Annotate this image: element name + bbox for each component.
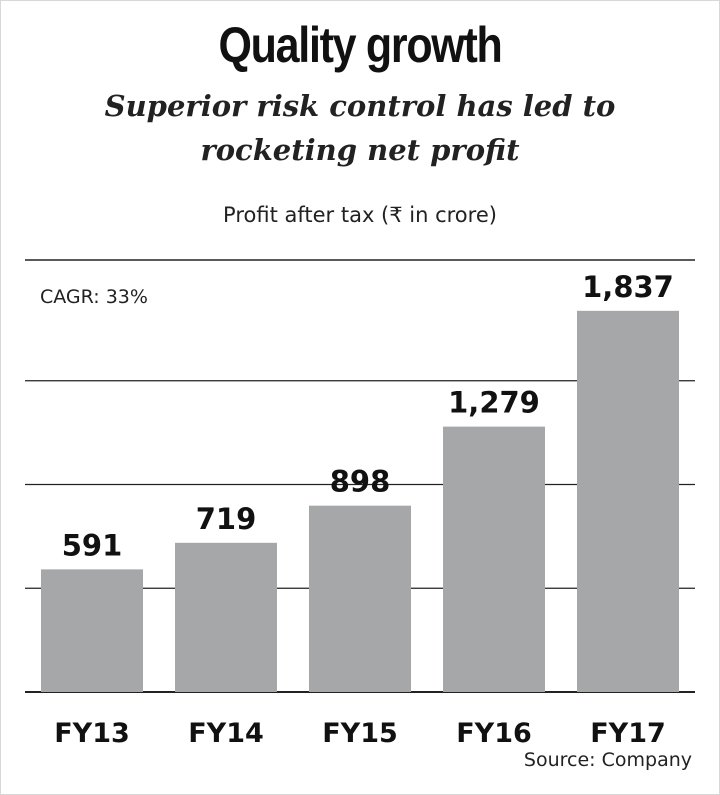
value-label-fy16: 1,279 (448, 386, 540, 420)
value-label-fy13: 591 (62, 528, 123, 562)
bar-fy17 (577, 310, 679, 692)
category-label-fy14: FY14 (188, 718, 264, 749)
cagr-annotation: CAGR: 33% (40, 286, 148, 308)
category-label-fy17: FY17 (590, 718, 666, 749)
category-label-fy16: FY16 (456, 718, 532, 749)
chart-subtitle: Superior risk control has led to rocketi… (104, 89, 616, 167)
bar-fy13 (41, 569, 143, 692)
source-note: Source: Company (523, 749, 692, 771)
category-label-fy13: FY13 (54, 718, 130, 749)
category-labels: FY13 FY14 FY15 FY16 FY17 (54, 718, 666, 749)
value-labels: 591 719 898 1,279 1,837 (62, 270, 674, 563)
bar-fy14 (175, 542, 277, 692)
y-axis-label: Profit after tax (₹ in crore) (223, 203, 497, 227)
value-label-fy14: 719 (196, 502, 257, 536)
value-label-fy17: 1,837 (582, 270, 674, 304)
bar-fy15 (309, 505, 411, 692)
chart-title: Quality growth (218, 17, 503, 73)
category-label-fy15: FY15 (322, 718, 398, 749)
value-label-fy15: 898 (330, 465, 391, 499)
bars (41, 310, 679, 692)
bar-fy16 (443, 426, 545, 692)
